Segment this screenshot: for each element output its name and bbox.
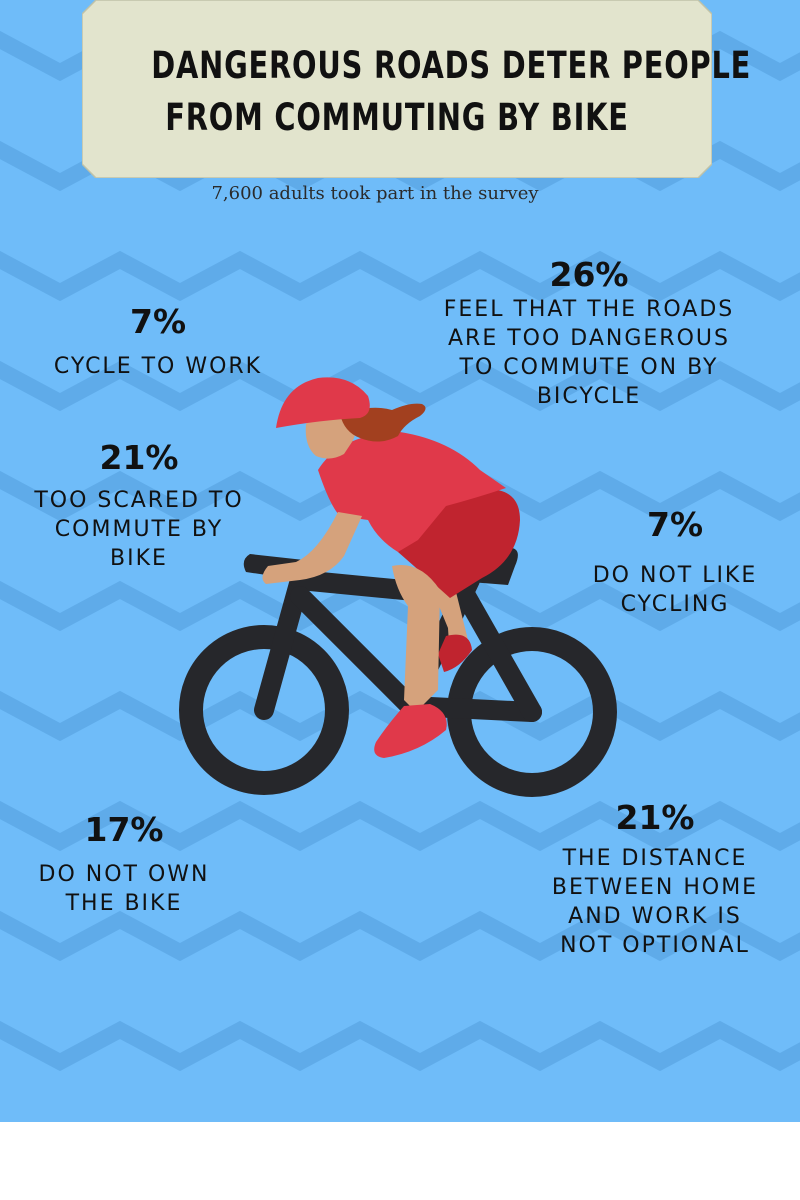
zigzag-line — [0, 250, 800, 302]
stat-label: DO NOT OWN THE BIKE — [38, 862, 210, 916]
title-banner — [82, 0, 712, 178]
rider-face — [305, 418, 356, 459]
stat-percent: 21% — [615, 798, 695, 837]
stat-too-scared: 21% TOO SCARED TO COMMUTE BY BIKE — [8, 438, 270, 573]
cyclist-icon — [179, 377, 617, 797]
stat-label: FEEL THAT THE ROADS ARE TOO DANGEROUS TO… — [443, 297, 735, 409]
stat-label: TOO SCARED TO COMMUTE BY BIKE — [34, 488, 244, 571]
footer-blank — [0, 1122, 800, 1200]
stat-label: CYCLE TO WORK — [53, 354, 263, 379]
zigzag-line — [0, 360, 800, 412]
stat-label: DO NOT LIKE CYCLING — [592, 563, 758, 617]
rider-jersey — [318, 432, 506, 552]
rider-arm — [262, 512, 362, 584]
zigzag-line — [0, 690, 800, 742]
rider-front-shoe — [374, 704, 447, 758]
title-line-1: DANGEROUS ROADS DETER PEOPLE — [151, 44, 752, 87]
banner-shape — [82, 0, 712, 178]
stat-percent: 17% — [84, 810, 164, 849]
stat-percent: 7% — [129, 302, 187, 341]
stat-not-own-bike: 17% DO NOT OWN THE BIKE — [10, 810, 238, 918]
page-title: DANGEROUS ROADS DETER PEOPLE FROM COMMUT… — [151, 40, 752, 144]
stat-roads-dangerous: 26% FEEL THAT THE ROADS ARE TOO DANGEROU… — [400, 255, 778, 411]
poster-background — [0, 0, 800, 1122]
zigzag-line — [0, 910, 800, 962]
stat-percent: 21% — [99, 438, 179, 477]
zigzag-line — [0, 1020, 800, 1072]
stat-percent: 26% — [549, 255, 629, 294]
rider-back-shoe — [438, 634, 472, 672]
zigzag-line — [0, 800, 800, 852]
rider-helmet — [276, 377, 370, 428]
stat-cycle-to-work: 7% CYCLE TO WORK — [30, 302, 286, 381]
zigzag-line — [0, 580, 800, 632]
title-line-2: FROM COMMUTING BY BIKE — [165, 96, 629, 139]
stat-not-like-cycling: 7% DO NOT LIKE CYCLING — [560, 505, 790, 619]
survey-subtitle: 7,600 adults took part in the survey — [211, 183, 539, 204]
stat-label: THE DISTANCE BETWEEN HOME AND WORK IS NO… — [551, 846, 759, 958]
front-wheel — [179, 625, 349, 795]
rider-front-leg — [392, 565, 440, 712]
stat-percent: 7% — [646, 505, 704, 544]
stat-distance: 21% THE DISTANCE BETWEEN HOME AND WORK I… — [520, 798, 790, 960]
